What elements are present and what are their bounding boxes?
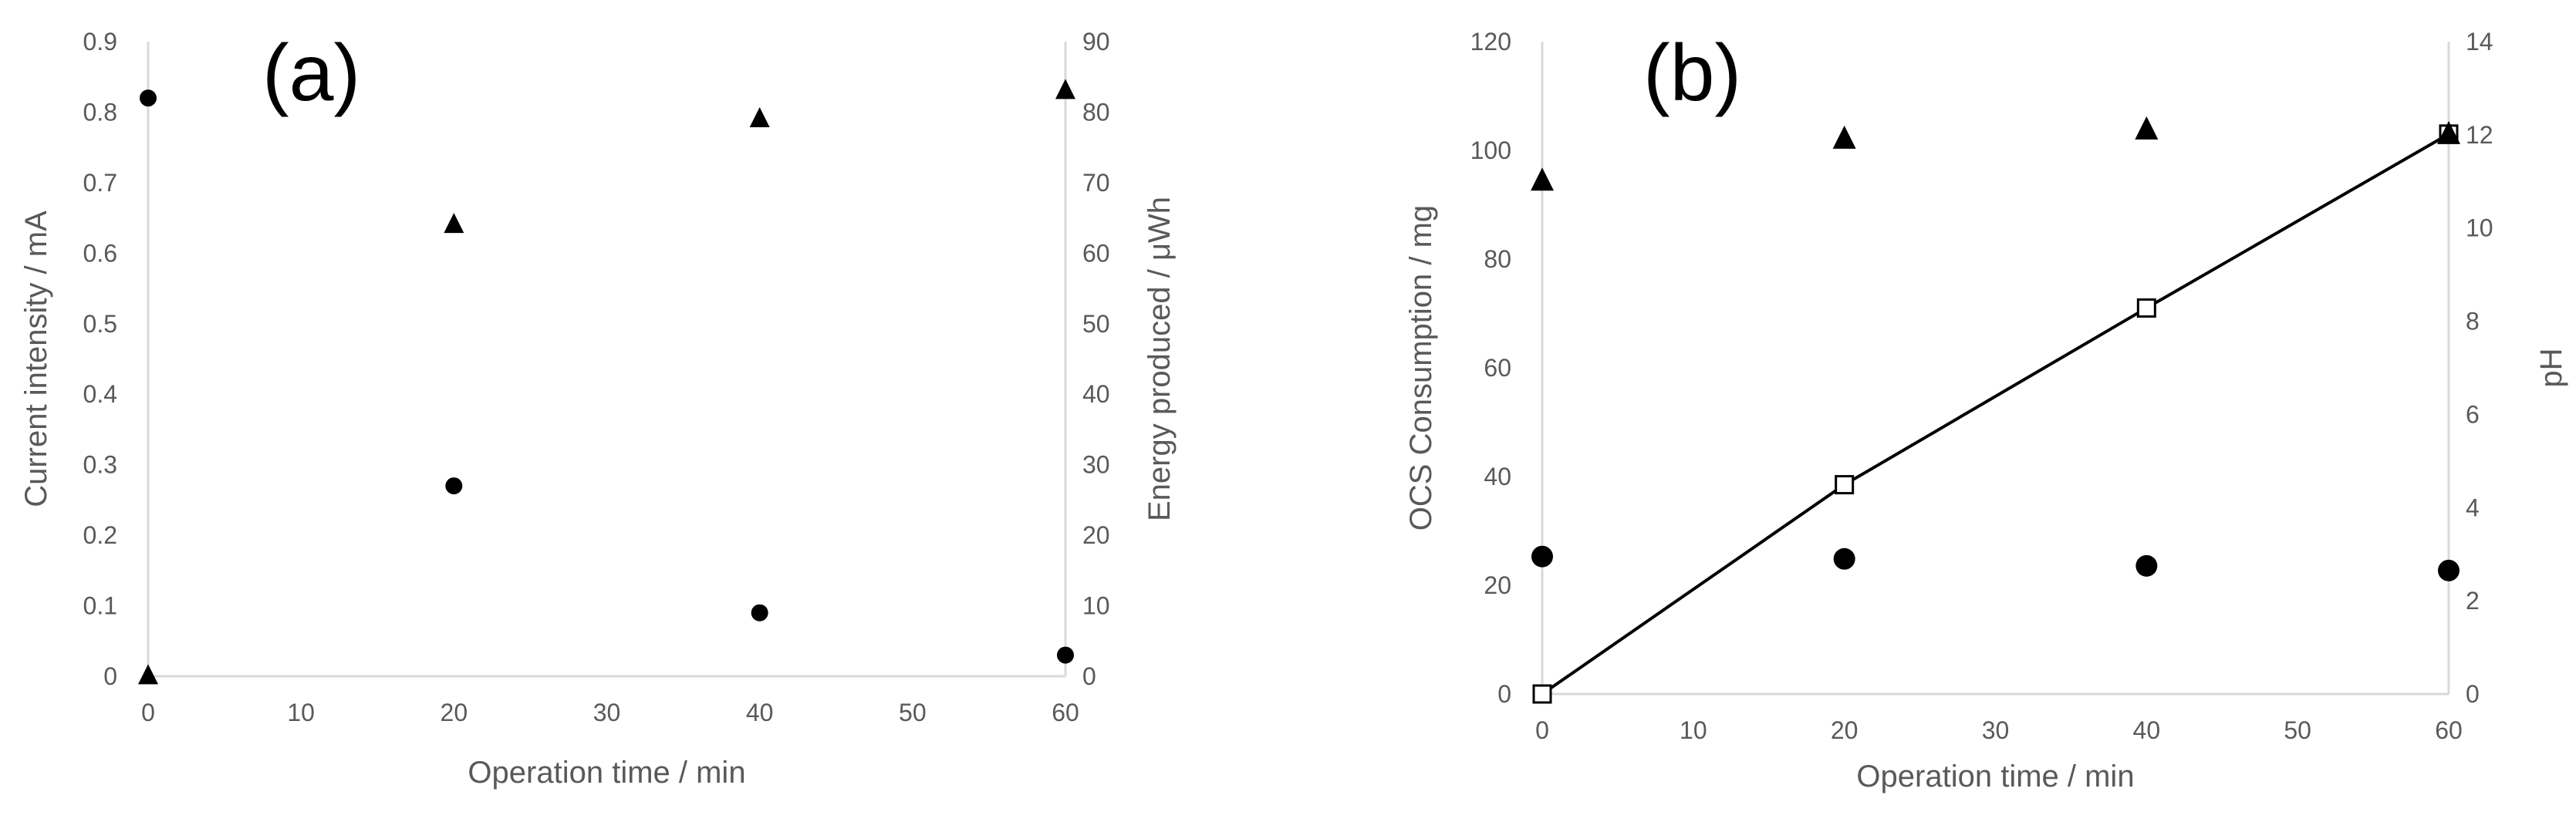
data-point-circle	[2438, 559, 2460, 581]
x-axis-title: Operation time / min	[1856, 760, 2134, 793]
data-point-triangle	[138, 664, 158, 685]
y-right-tick-label: 60	[1082, 239, 1110, 267]
y-left-tick-label: 20	[1484, 571, 1511, 599]
data-point-triangle	[2437, 120, 2460, 144]
y-left-tick-label: 0.3	[83, 451, 117, 479]
y-right-tick-label: 10	[2466, 214, 2493, 242]
y-left-tick-label: 100	[1470, 136, 1511, 164]
y-right-axis-title: Energy produced / μWh	[1143, 197, 1177, 521]
x-tick-label: 0	[141, 699, 155, 726]
data-point-square	[1532, 684, 1552, 704]
y-right-tick-label: 10	[1082, 592, 1110, 620]
chart-b: (b) 0 10 20 30 40 50 6002040608010012002468101…	[1404, 28, 2568, 793]
data-point-circle	[1531, 545, 1553, 568]
y-left-tick-label: 0.2	[83, 521, 117, 549]
y-left-tick-label: 0.9	[83, 28, 117, 56]
y-left-tick-label: 40	[1484, 463, 1511, 490]
x-tick-label: 20	[441, 699, 468, 726]
data-point-triangle	[2135, 116, 2159, 140]
data-point-triangle	[444, 213, 464, 234]
y-left-tick-label: 0.8	[83, 98, 117, 126]
y-left-tick-label: 0.6	[83, 239, 117, 267]
data-point-circle	[2135, 554, 2158, 577]
y-right-tick-label: 80	[1082, 98, 1110, 126]
x-tick-label: 0	[1535, 716, 1549, 744]
x-tick-label: 40	[2133, 716, 2161, 744]
data-point-triangle	[1832, 125, 1856, 149]
y-right-tick-label: 8	[2466, 308, 2480, 335]
x-tick-label: 20	[1831, 716, 1859, 744]
y-right-tick-label: 14	[2466, 28, 2493, 56]
y-right-tick-label: 4	[2466, 494, 2480, 521]
y-left-tick-label: 0.4	[83, 380, 117, 408]
y-left-tick-label: 0	[103, 662, 117, 690]
x-tick-label: 10	[1680, 716, 1707, 744]
panel-label-b: (b)	[1643, 29, 1741, 118]
y-right-tick-label: 6	[2466, 400, 2480, 428]
data-point-square	[1835, 475, 1855, 495]
x-tick-label: 60	[1052, 699, 1079, 726]
y-left-tick-label: 120	[1470, 28, 1511, 56]
y-left-axis-title: Current intensity / mA	[19, 211, 53, 507]
y-right-tick-label: 12	[2466, 121, 2493, 149]
data-point-triangle	[1055, 79, 1075, 99]
y-right-tick-label: 0	[1082, 662, 1096, 690]
chart-a: (a) 0 10 20 30 40 50 6000.10.20.30.40.50.60.70…	[19, 28, 1177, 790]
y-right-tick-label: 30	[1082, 451, 1110, 479]
y-right-tick-label: 90	[1082, 28, 1110, 56]
y-left-tick-label: 60	[1484, 354, 1511, 382]
data-point-circle	[140, 89, 157, 107]
x-axis-title: Operation time / min	[468, 756, 745, 790]
series-line	[1541, 133, 2449, 696]
y-left-tick-label: 0	[1497, 680, 1511, 708]
y-right-tick-label: 2	[2466, 587, 2480, 615]
data-point-square	[2136, 298, 2156, 318]
y-left-tick-label: 0.7	[83, 169, 117, 197]
y-right-tick-label: 70	[1082, 169, 1110, 197]
y-right-tick-label: 50	[1082, 310, 1110, 338]
data-point-triangle	[1531, 167, 1554, 191]
y-right-tick-label: 0	[2466, 680, 2480, 708]
x-tick-label: 30	[1982, 716, 2010, 744]
y-left-tick-label: 0.1	[83, 592, 117, 620]
x-tick-label: 50	[899, 699, 927, 726]
x-tick-label: 40	[746, 699, 774, 726]
y-right-axis-title: pH	[2534, 348, 2568, 387]
y-left-tick-label: 80	[1484, 245, 1511, 273]
data-point-circle	[751, 604, 768, 622]
panel-label-a: (a)	[262, 29, 360, 118]
y-left-tick-label: 0.5	[83, 310, 117, 338]
x-tick-label: 60	[2435, 716, 2463, 744]
x-tick-label: 10	[287, 699, 315, 726]
data-point-circle	[1057, 646, 1074, 664]
data-point-circle	[1833, 547, 1855, 570]
y-right-tick-label: 40	[1082, 380, 1110, 408]
x-tick-label: 30	[593, 699, 621, 726]
y-right-tick-label: 20	[1082, 521, 1110, 549]
data-point-triangle	[749, 106, 770, 127]
y-left-axis-title: OCS Consumption / mg	[1404, 205, 1438, 531]
x-tick-label: 50	[2284, 716, 2311, 744]
data-point-circle	[445, 477, 463, 495]
